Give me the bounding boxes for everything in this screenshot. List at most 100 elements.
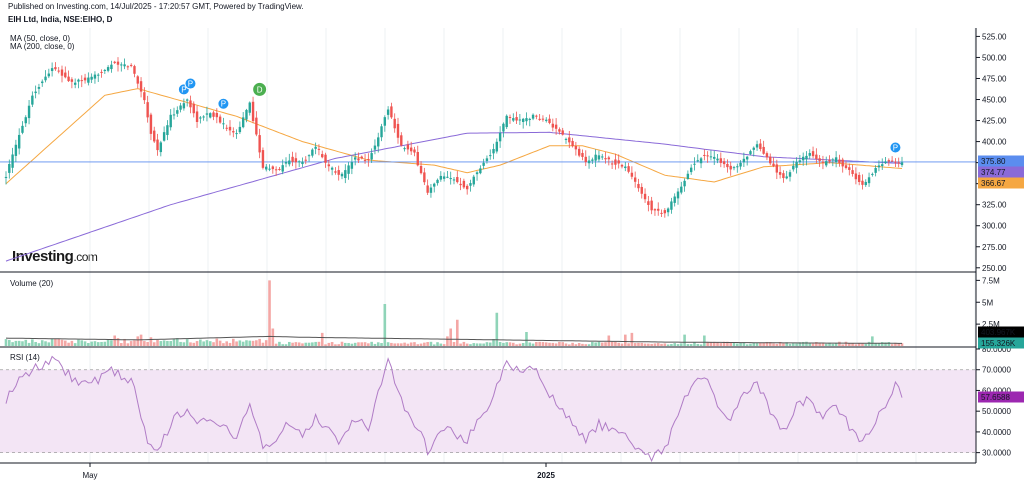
candle-body <box>321 154 324 158</box>
candle-body <box>50 68 54 72</box>
volume-bar <box>21 341 24 346</box>
candle-body <box>696 160 699 162</box>
candle-body <box>601 156 604 158</box>
price-tick-label: 325.00 <box>982 201 1007 210</box>
volume-bar <box>83 341 87 346</box>
volume-tick-label: 5M <box>982 298 993 307</box>
volume-bar <box>363 342 367 346</box>
volume-bar <box>129 341 133 346</box>
last-price-tag-bg <box>978 155 1024 167</box>
candle-body <box>291 156 294 162</box>
volume-bar <box>228 342 232 346</box>
candle-body <box>67 76 70 82</box>
candle-body <box>265 166 268 170</box>
candle-body <box>660 212 663 214</box>
volume-bar <box>851 343 854 346</box>
volume-bar <box>222 343 225 346</box>
candle-body <box>383 117 387 126</box>
volume-bar <box>485 342 489 346</box>
candle-body <box>129 64 133 66</box>
volume-bar <box>656 343 660 346</box>
volume-bar <box>475 343 479 346</box>
volume-bar <box>811 343 815 346</box>
volume-bar <box>699 344 703 346</box>
candle-body <box>241 117 245 128</box>
candle-body <box>419 165 423 174</box>
volume-bar <box>136 336 140 346</box>
candle-body <box>202 116 205 118</box>
candle-body <box>884 161 887 163</box>
rsi-tick-label: 80.0000 <box>982 345 1011 354</box>
candle-body <box>755 144 759 148</box>
candle-body <box>841 159 844 167</box>
volume-bar <box>281 344 285 346</box>
volume-bar <box>666 344 670 346</box>
price-tick-label: 475.00 <box>982 74 1007 83</box>
candle-body <box>838 159 841 163</box>
candle-body <box>515 117 518 121</box>
volume-bar <box>735 343 739 346</box>
volume-bar <box>633 343 637 346</box>
candle-body <box>551 123 555 128</box>
candle-body <box>640 186 643 194</box>
candle-body <box>14 144 18 156</box>
volume-bar <box>386 342 390 346</box>
event-badge-label: P <box>893 143 898 152</box>
volume-bar <box>357 342 360 346</box>
candle-body <box>218 116 222 123</box>
volume-bar <box>630 332 634 346</box>
volume-bar <box>778 341 782 346</box>
candle-body <box>64 72 67 78</box>
volume-bar <box>544 342 548 346</box>
candle-body <box>344 170 347 179</box>
candle-body <box>564 138 568 140</box>
volume-bar <box>511 342 515 346</box>
volume-bar <box>525 332 528 346</box>
candle-body <box>314 146 317 149</box>
candle-body <box>439 175 443 180</box>
candle-body <box>192 103 195 114</box>
volume-bar <box>465 343 469 346</box>
price-tick-label: 400.00 <box>982 138 1007 147</box>
candle-body <box>617 160 620 164</box>
candle-body <box>159 142 163 153</box>
volume-bar <box>90 341 93 346</box>
volume-bar <box>205 340 209 346</box>
volume-bar <box>775 343 779 346</box>
candle-body <box>182 103 186 109</box>
volume-bar <box>604 342 607 346</box>
volume-bar <box>834 343 838 346</box>
volume-bar <box>175 338 179 346</box>
volume-bar <box>785 342 789 346</box>
candle-body <box>726 163 729 168</box>
candle-body <box>367 158 370 161</box>
candle-body <box>426 185 429 193</box>
candle-body <box>680 186 683 193</box>
volume-bar <box>409 342 413 346</box>
candle-body <box>149 114 153 134</box>
candle-body <box>769 156 772 164</box>
volume-bar <box>788 343 792 346</box>
volume-bar <box>574 344 578 346</box>
candle-body <box>176 110 179 114</box>
ma50-legend: MA (50, close, 0) <box>10 34 71 43</box>
candle-body <box>73 82 77 85</box>
volume-bar <box>274 343 278 346</box>
candle-body <box>393 118 396 129</box>
volume-bar <box>199 339 202 346</box>
volume-bar <box>380 343 383 346</box>
volume-bar <box>231 338 235 346</box>
candle-body <box>752 147 755 150</box>
volume-bar <box>241 341 245 346</box>
event-badge-label: P <box>221 100 226 109</box>
candle-body <box>502 123 505 132</box>
volume-bar <box>307 342 311 346</box>
candle-body <box>251 101 255 122</box>
candle-body <box>41 81 44 84</box>
volume-bar <box>376 342 380 346</box>
candle-body <box>268 168 271 170</box>
ma50-line <box>5 88 903 185</box>
volume-bar <box>14 340 18 346</box>
volume-bar <box>492 339 495 346</box>
